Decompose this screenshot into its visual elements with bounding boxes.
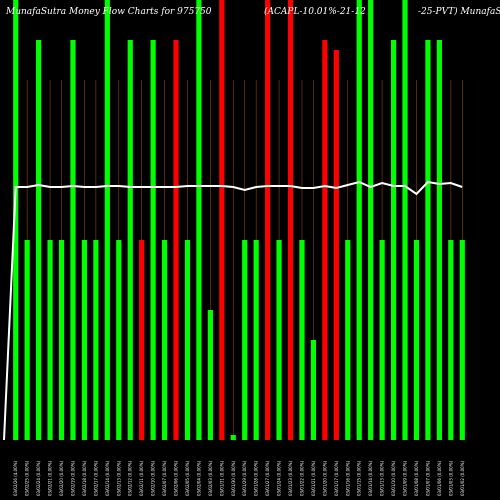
x-tick-label: 03/01/22 (0.00%): [299, 460, 304, 496]
bar: [368, 0, 374, 440]
chart-title-right: -25-PVT) MunafaSutra.com: [418, 6, 500, 17]
bar: [150, 40, 156, 440]
chart-title-left: MunafaSutra Money Flow Charts for 975750: [5, 7, 212, 17]
bar: [219, 0, 225, 440]
x-tick-label: 03/01/07 (0.00%): [425, 460, 430, 496]
bar: [333, 50, 339, 440]
bar: [184, 240, 191, 440]
x-tick-label: 03/02/20 (0.00%): [59, 460, 64, 496]
bar: [242, 240, 248, 440]
x-tick-label: 03/01/10 (0.00%): [391, 460, 396, 496]
money-flow-line-group: [3, 180, 463, 441]
bar: [310, 340, 317, 440]
x-tick-label: 03/02/25 (0.00%): [25, 460, 30, 496]
x-tick-label: 03/01/02 (0.00%): [460, 460, 465, 496]
chart-title-middle: (ACAPL-10.01%-21-12: [264, 6, 366, 17]
x-tick-label: 03/02/17 (0.00%): [93, 460, 98, 496]
x-tick-label: 03/01/09 (0.00%): [403, 460, 408, 496]
bar: [173, 40, 179, 440]
x-tick-label: 03/02/12 (0.00%): [128, 460, 133, 496]
x-tick-label: 03/01/13 (0.00%): [380, 460, 385, 496]
bar: [47, 240, 53, 440]
x-tick-label: 03/02/03 (0.00%): [208, 460, 213, 496]
x-tick-label: 03/01/30 (0.00%): [231, 460, 236, 496]
bar: [345, 240, 351, 440]
bar: [139, 240, 145, 440]
x-tick-label: 03/01/16 (0.00%): [345, 460, 350, 496]
x-tick-label: 03/02/06 (0.00%): [174, 460, 179, 496]
x-tick-label: 03/02/18 (0.00%): [82, 460, 87, 496]
bar: [116, 240, 122, 440]
bar: [24, 240, 30, 440]
bar: [230, 435, 236, 440]
x-tick-label: 03/02/21 (0.00%): [48, 460, 53, 496]
x-tick-label: 03/01/27 (0.00%): [265, 460, 270, 496]
x-tick-label: 03/02/04 (0.00%): [196, 460, 201, 496]
bar: [448, 240, 454, 440]
money-flow-line: [3, 180, 463, 441]
bar: [104, 0, 110, 440]
bar: [93, 240, 99, 440]
bar: [402, 0, 408, 440]
x-tick-label: 03/01/29 (0.00%): [242, 460, 247, 496]
bar: [459, 240, 465, 440]
bar: [413, 240, 420, 440]
bar: [322, 40, 328, 440]
x-tick-label: 03/02/11 (0.00%): [139, 460, 144, 496]
bar: [36, 40, 42, 440]
x-tick-label: 03/02/07 (0.00%): [162, 460, 167, 496]
x-tick-labels: 03/02/26 (4.00%) 03/02/25 (0.00%) 03/02/24…: [13, 460, 465, 496]
x-tick-label: 03/02/13 (0.00%): [116, 460, 121, 496]
x-tick-label: 03/01/14 (0.00%): [368, 460, 373, 496]
x-tick-label: 03/02/05 (0.00%): [185, 460, 190, 496]
x-tick-label: 03/01/21 (0.00%): [311, 460, 316, 496]
x-tick-label: 03/01/23 (0.00%): [288, 460, 293, 496]
x-tick-label: 03/02/10 (0.00%): [151, 460, 156, 496]
bar: [287, 0, 294, 440]
x-tick-label: 03/01/31 (0.00%): [219, 460, 224, 496]
bar: [196, 0, 202, 440]
bar: [276, 240, 282, 440]
x-tick-label: 03/01/20 (0.00%): [322, 460, 327, 496]
x-tick-label: 03/01/06 (0.00%): [437, 460, 442, 496]
bar: [379, 240, 385, 440]
bar: [127, 40, 133, 440]
x-tick-label: 03/01/03 (0.00%): [448, 460, 453, 496]
x-tick-label: 03/02/24 (0.00%): [36, 460, 41, 496]
x-tick-label: 03/01/08 (0.00%): [414, 460, 419, 496]
bar: [81, 240, 88, 440]
x-tick-label: 03/02/19 (0.00%): [70, 460, 75, 496]
x-tick-label: 03/01/24 (0.00%): [277, 460, 282, 496]
bars: [13, 0, 465, 440]
bar: [425, 40, 431, 440]
bar: [436, 40, 442, 440]
bar: [70, 40, 76, 440]
x-tick-label: 03/01/17 (0.00%): [334, 460, 339, 496]
bar: [253, 240, 259, 440]
bar: [161, 240, 168, 440]
bar: [58, 240, 65, 440]
x-tick-label: 03/01/28 (0.00%): [254, 460, 259, 496]
x-tick-label: 03/02/14 (0.00%): [105, 460, 110, 496]
x-tick-label: 03/01/15 (0.00%): [357, 460, 362, 496]
bar: [390, 40, 397, 440]
bar: [265, 0, 271, 440]
bar: [207, 310, 213, 440]
bar: [356, 0, 362, 440]
bar: [299, 240, 305, 440]
x-tick-label: 03/02/26 (4.00%): [13, 460, 18, 496]
bar: [13, 0, 19, 440]
